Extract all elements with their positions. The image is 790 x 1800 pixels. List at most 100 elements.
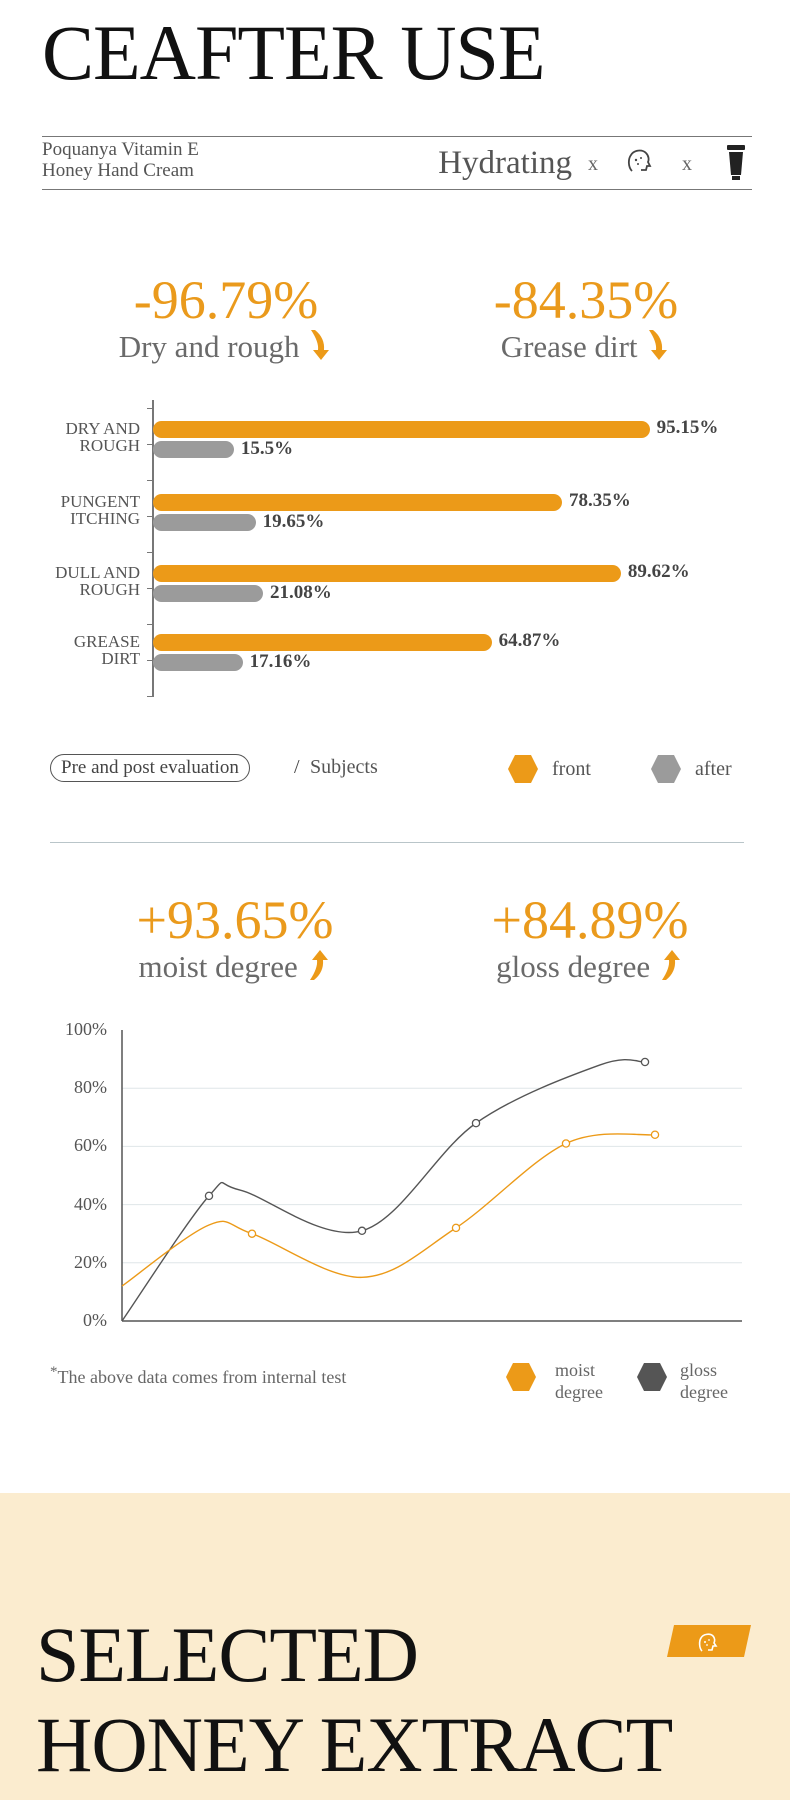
bar-after-value: 21.08% — [270, 582, 332, 603]
gloss-degree-marker — [471, 1118, 481, 1128]
moist-degree-marker — [247, 1229, 257, 1238]
legend-front-label: front — [552, 758, 591, 780]
bottom-banner — [0, 1493, 790, 1800]
hexagon-after-icon — [650, 754, 682, 789]
footnote-text: The above data comes from internal test — [57, 1367, 347, 1387]
y-tick-label: 40% — [74, 1193, 107, 1214]
stat-label: gloss degree — [430, 948, 750, 991]
legend-gloss-label: gloss degree — [680, 1359, 728, 1403]
subjects-label: Subjects — [310, 756, 378, 778]
stat-grease-dirt: -84.35% Grease dirt — [426, 272, 746, 371]
moist-degree-marker — [561, 1139, 571, 1148]
moist-degree-marker — [451, 1223, 461, 1233]
bar-chart-tick — [147, 696, 152, 697]
product-info-bar: Poquanya Vitamin E Honey Hand Cream Hydr… — [42, 136, 752, 190]
bar-chart-tick — [147, 516, 152, 517]
footnote-mark: * — [50, 1364, 58, 1380]
y-tick-label: 100% — [65, 1019, 107, 1039]
bar-chart-axis — [152, 400, 154, 697]
bar-front — [153, 634, 492, 651]
footnote: *The above data comes from internal test — [50, 1364, 346, 1388]
bar-category-label-line: ROUGH — [79, 580, 140, 599]
bar-after — [153, 441, 234, 458]
arrow-down-icon — [307, 328, 333, 371]
bar-front — [153, 494, 562, 511]
bar-category-label-line: PUNGENT — [60, 492, 140, 511]
bar-category-label-line: GREASE — [73, 632, 140, 651]
feature-label: Hydrating — [438, 145, 572, 181]
bar-category-label: DRY AND ROUGH — [40, 420, 140, 454]
product-name-line1: Poquanya Vitamin E — [42, 139, 199, 160]
stat-label-text: Grease dirt — [500, 329, 638, 364]
moist-degree-marker — [650, 1130, 660, 1140]
stat-value: -96.79% — [133, 270, 319, 330]
bottom-title: SELECTED HONEY EXTRACT — [36, 1610, 673, 1790]
bar-front-value: 89.62% — [627, 561, 690, 582]
bottom-title-line1: SELECTED — [36, 1611, 419, 1698]
bar-front-value: 64.87% — [498, 630, 561, 651]
stat-value: -84.35% — [493, 270, 679, 330]
bar-category-label: GREASE DIRT — [40, 633, 140, 667]
section-divider — [50, 842, 744, 843]
hexagon-front-icon — [507, 754, 539, 789]
cream-tube-icon — [726, 143, 746, 186]
page-title: CEAFTER USE — [42, 9, 546, 96]
bottom-title-line2: HONEY EXTRACT — [36, 1701, 673, 1788]
bar-after — [153, 654, 243, 671]
y-tick-label: 20% — [74, 1251, 107, 1272]
y-tick-label: 80% — [74, 1077, 107, 1098]
slash-divider: / — [294, 756, 300, 778]
bar-front — [153, 421, 650, 438]
bar-category-label-line: ROUGH — [79, 436, 140, 455]
bar-category-label-line: DIRT — [101, 649, 140, 668]
bar-front-value: 95.15% — [656, 417, 719, 438]
stat-moist-degree: +93.65% moist degree — [75, 892, 395, 991]
arrow-down-icon — [645, 328, 671, 371]
bar-category-label-line: DULL AND — [55, 563, 140, 582]
bar-chart-tick — [147, 408, 152, 409]
bar-after-value: 15.5% — [240, 438, 294, 459]
bar-chart-tick — [147, 444, 152, 445]
y-tick-label: 0% — [83, 1310, 107, 1330]
evaluation-pill: Pre and post evaluation — [50, 754, 250, 782]
stat-label-text: moist degree — [138, 949, 298, 984]
legend-moist-line1: moist — [555, 1360, 596, 1380]
legend-after-label: after — [695, 758, 732, 780]
times-separator-2: x — [682, 153, 692, 175]
bar-after — [153, 514, 256, 531]
product-name-line2: Honey Hand Cream — [42, 160, 194, 181]
bar-chart-tick — [147, 624, 152, 625]
legend-moist-label: moist degree — [555, 1359, 603, 1403]
bar-category-label: PUNGENT ITCHING — [40, 493, 140, 527]
legend-gloss-line1: gloss — [680, 1360, 718, 1380]
stat-dry-rough: -96.79% Dry and rough — [66, 272, 386, 371]
bar-category-label-line: DRY AND — [65, 419, 140, 438]
gloss-degree-marker — [357, 1226, 367, 1236]
times-separator: x — [588, 153, 598, 175]
stat-value: +93.65% — [136, 890, 334, 950]
bar-chart-tick — [147, 588, 152, 589]
stat-label-text: Dry and rough — [118, 329, 300, 364]
y-tick-label: 60% — [74, 1135, 107, 1156]
legend-moist-line2: degree — [555, 1382, 603, 1402]
stat-label: moist degree — [75, 948, 395, 991]
stat-label-text: gloss degree — [496, 949, 651, 984]
stat-gloss-degree: +84.89% gloss degree — [430, 892, 750, 991]
stat-label: Dry and rough — [66, 328, 386, 371]
arrow-up-icon — [658, 948, 684, 991]
gloss-degree-line — [121, 1058, 646, 1322]
hexagon-moist-icon — [505, 1362, 537, 1397]
hexagon-gloss-icon — [636, 1362, 668, 1397]
legend-gloss-line2: degree — [680, 1382, 728, 1402]
gloss-degree-marker — [204, 1191, 214, 1201]
stat-label: Grease dirt — [426, 328, 746, 371]
bar-front-value: 78.35% — [568, 490, 631, 511]
bar-chart-tick — [147, 660, 152, 661]
face-icon — [624, 145, 654, 180]
bar-category-label: DULL AND ROUGH — [40, 564, 140, 598]
bar-after — [153, 585, 264, 602]
bar-chart-tick — [147, 552, 152, 553]
bar-front — [153, 565, 621, 582]
bar-after-value: 19.65% — [262, 511, 325, 532]
face-badge-icon — [666, 1624, 752, 1663]
